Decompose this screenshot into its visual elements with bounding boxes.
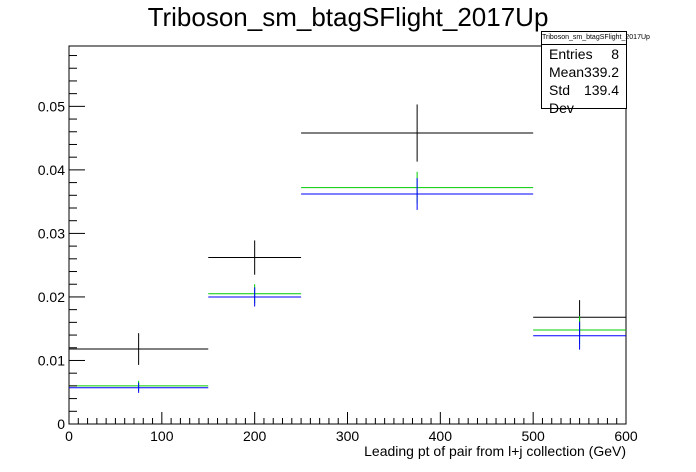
x-tick-label: 400 <box>429 428 453 444</box>
x-tick-label: 100 <box>150 428 174 444</box>
stats-stddev-row: Std Dev 139.4 <box>542 81 626 116</box>
stats-entries-label: Entries <box>549 46 593 62</box>
y-tick-label: 0.05 <box>38 98 65 114</box>
stats-entries-value: 8 <box>611 46 619 62</box>
stats-mean-value: 339.2 <box>584 64 620 80</box>
stats-mean-row: Mean 339.2 <box>542 63 626 81</box>
chart-title: Triboson_sm_btagSFlight_2017Up <box>147 2 549 32</box>
stats-box-title: Triboson_sm_btagSFlight_2017Up <box>542 32 650 45</box>
x-tick-label: 200 <box>243 428 267 444</box>
y-tick-label: 0.01 <box>38 352 65 368</box>
y-tick-label: 0.03 <box>38 225 65 241</box>
y-tick-label: 0.02 <box>38 289 65 305</box>
y-tick-label: 0 <box>57 416 65 432</box>
x-tick-label: 0 <box>65 428 73 444</box>
x-tick-label: 500 <box>521 428 545 444</box>
x-axis-label: Leading pt of pair from l+j collection (… <box>364 443 626 459</box>
stats-stddev-label: Std Dev <box>549 82 574 116</box>
stats-entries-row: Entries 8 <box>542 45 626 63</box>
stats-box: Triboson_sm_btagSFlight_2017Up Entries 8… <box>541 31 650 116</box>
stats-stddev-value: 139.4 <box>583 82 619 98</box>
stats-mean-label: Mean <box>549 64 585 80</box>
y-tick-label: 0.04 <box>38 162 65 178</box>
x-tick-label: 300 <box>336 428 360 444</box>
x-tick-label: 600 <box>614 428 638 444</box>
